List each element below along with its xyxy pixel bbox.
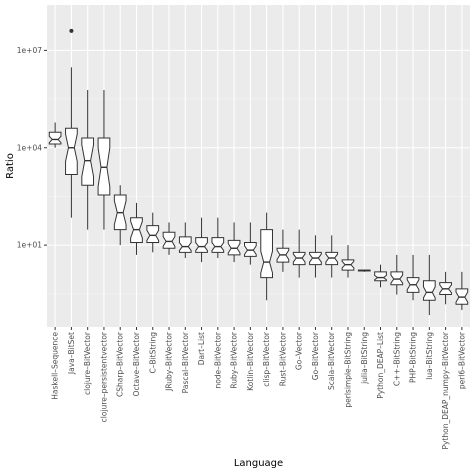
box-Java–BitSet <box>65 28 78 218</box>
x-tick-label: julia–BitString <box>360 332 369 385</box>
box-Go–BitVector <box>309 235 322 278</box>
x-tick-label: perl6–BitVector <box>457 331 466 389</box>
box-julia–BitString <box>357 269 371 272</box>
y-axis-ticks: 1e+01 1e+04 1e+07 <box>17 46 47 250</box>
y-tick-label: 1e+01 <box>17 241 42 250</box>
x-tick-label: Rust–BitVector <box>278 331 287 386</box>
x-tick-label: clojure–BitVector <box>83 331 92 395</box>
box-body <box>65 127 78 175</box>
x-tick-label: Python_DEAP–List <box>376 332 385 399</box>
box-body <box>81 137 95 186</box>
y-tick-label: 1e+07 <box>17 46 42 55</box>
x-tick-label: Scala–BitVector <box>327 331 336 390</box>
x-tick-label: Ruby–BitVector <box>230 331 239 389</box>
box-outlier <box>69 28 74 33</box>
box-body <box>195 237 208 253</box>
x-tick-label: Go–BitVector <box>311 331 320 380</box>
x-tick-label: clojure–persistentvector <box>99 331 108 422</box>
box-Haskell–Sequence <box>48 122 62 148</box>
box-body <box>260 229 273 279</box>
box-Go–Vector <box>292 229 306 278</box>
box-Scala–BitVector <box>325 235 339 278</box>
box-series <box>48 28 469 316</box>
box-C–BitString <box>146 212 160 253</box>
box-body <box>146 225 160 244</box>
box-clisp–BitVector <box>260 212 273 301</box>
x-tick-label: Go–Vector <box>295 331 304 370</box>
box-C++–BitString <box>390 254 404 295</box>
box-Dart–List <box>195 217 208 263</box>
box-Pascal–BitVector <box>178 222 192 259</box>
x-tick-label: lua–BitString <box>425 332 434 380</box>
box-clojure–persistentvector <box>97 90 111 230</box>
x-tick-label: C++–BitString <box>392 332 401 386</box>
box-body <box>48 131 62 145</box>
x-tick-label: Haskell–Sequence <box>51 332 60 400</box>
box-body <box>390 271 404 286</box>
box-Python_DEAP–List <box>374 264 387 288</box>
y-axis-title: Ratio <box>5 153 16 179</box>
x-tick-label: node–BitVector <box>213 331 222 388</box>
box-Octave–BitVector <box>130 202 143 255</box>
x-tick-label: perlsimple–BitString <box>343 332 352 408</box>
x-tick-label: Pascal–BitVector <box>181 331 190 393</box>
box-Python_DEAP_numpy–BitVector <box>439 271 452 305</box>
x-tick-label: Kotlin–BitVector <box>246 331 255 391</box>
x-tick-label: clisp–BitVector <box>262 331 271 387</box>
box-perl6–BitVector <box>455 271 469 311</box>
panel-background <box>47 5 470 327</box>
x-tick-label: PHP–BitString <box>409 332 418 383</box>
box-Rust–BitVector <box>276 229 290 272</box>
box-perlsimple–BitString <box>341 245 355 278</box>
box-clojure–BitVector <box>81 90 95 230</box>
box-body <box>162 231 176 249</box>
box-body <box>97 137 111 196</box>
x-tick-label: C–BitString <box>148 332 157 374</box>
x-axis-title: Language <box>234 458 283 469</box>
box-body <box>211 237 225 253</box>
box-Kotlin–BitVector <box>244 222 257 265</box>
box-body <box>422 280 436 301</box>
box-node–BitVector <box>211 217 225 259</box>
x-tick-label: Java–BitSet <box>67 332 76 375</box>
x-tick-label: Dart–List <box>197 332 206 365</box>
box-JRuby–BitVector <box>162 222 176 255</box>
box-body <box>374 271 387 282</box>
x-tick-label: CSharp–BitVector <box>116 331 125 397</box>
box-PHP–BitString <box>406 254 420 301</box>
x-tick-label: Python_DEAP_numpy–BitVector <box>441 331 450 449</box>
box-lua–BitString <box>422 254 436 316</box>
x-tick-label: JRuby–BitVector <box>165 331 174 392</box>
box-body <box>178 236 192 253</box>
x-tick-label: Octave–BitVector <box>132 331 141 396</box>
box-Ruby–BitVector <box>227 222 241 263</box>
box-CSharp–BitVector <box>113 185 127 246</box>
x-axis-ticks: Haskell–Sequence Java–BitSet clojure–BitVe… <box>51 327 466 450</box>
y-tick-label: 1e+04 <box>17 143 42 152</box>
